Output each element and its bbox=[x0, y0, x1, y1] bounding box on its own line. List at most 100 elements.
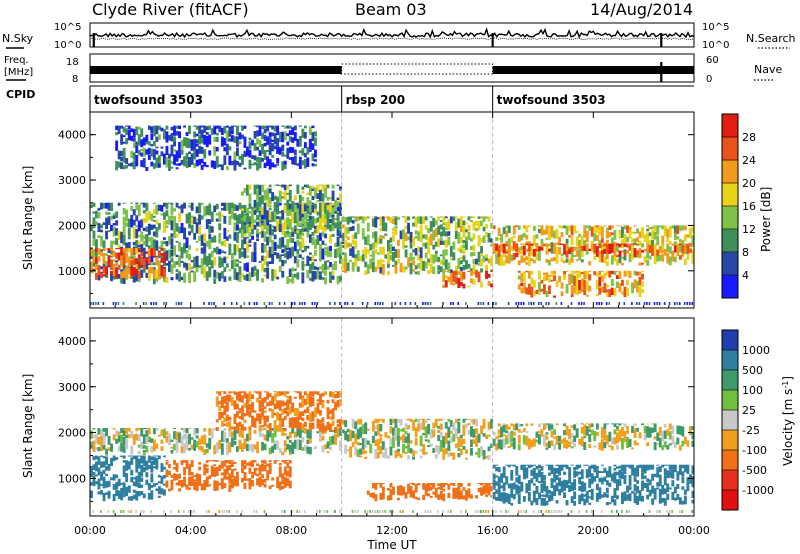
velocity-cell bbox=[545, 432, 549, 435]
power-cell bbox=[95, 210, 98, 219]
velocity-cell bbox=[681, 486, 685, 490]
power-cell bbox=[246, 255, 249, 258]
power-cell bbox=[248, 232, 252, 237]
power-cell bbox=[303, 132, 307, 139]
power-cell bbox=[472, 244, 476, 252]
velocity-cell bbox=[163, 475, 166, 479]
power-cell bbox=[155, 204, 159, 215]
power-cell bbox=[195, 222, 199, 234]
power-cell bbox=[306, 192, 310, 196]
power-cell bbox=[248, 141, 252, 149]
velocity-cell bbox=[573, 442, 577, 447]
power-cell bbox=[175, 223, 179, 232]
velocity-cell bbox=[334, 394, 337, 399]
power-cell bbox=[266, 136, 270, 145]
power-cell bbox=[525, 261, 529, 265]
power-cell bbox=[278, 302, 281, 305]
power-cell bbox=[228, 215, 232, 225]
power-cell bbox=[540, 225, 544, 236]
velocity-cell bbox=[303, 398, 307, 406]
velocity-cell bbox=[321, 402, 325, 409]
power-cell bbox=[459, 249, 463, 253]
power-cell bbox=[648, 302, 651, 305]
velocity-cell bbox=[500, 485, 504, 489]
power-cell bbox=[565, 238, 569, 247]
velocity-cell bbox=[117, 478, 121, 487]
power-cell bbox=[137, 279, 141, 282]
velocity-cell bbox=[230, 461, 234, 467]
velocity-cell bbox=[266, 392, 270, 400]
velocity-cell bbox=[137, 455, 141, 457]
power-cell bbox=[394, 265, 398, 274]
velocity-cell bbox=[263, 415, 267, 427]
power-cell bbox=[215, 147, 219, 152]
velocity-cell bbox=[475, 418, 478, 427]
velocity-cell bbox=[522, 428, 526, 432]
velocity-cell bbox=[251, 480, 254, 487]
power-cell bbox=[183, 272, 186, 283]
power-cell bbox=[198, 214, 202, 225]
power-cell bbox=[115, 252, 119, 259]
power-cell bbox=[97, 223, 101, 232]
velocity-cell bbox=[570, 439, 574, 445]
power-cell bbox=[593, 243, 597, 254]
velocity-cell bbox=[344, 420, 348, 428]
velocity-cell bbox=[117, 445, 121, 452]
power-cell bbox=[459, 260, 463, 265]
power-cell bbox=[321, 277, 325, 280]
power-cell bbox=[618, 251, 622, 264]
power-cell bbox=[263, 231, 267, 242]
power-cell bbox=[555, 228, 559, 239]
power-cell bbox=[653, 225, 657, 227]
velocity-cell bbox=[248, 461, 252, 467]
velocity-cell bbox=[689, 474, 692, 484]
power-cell bbox=[623, 286, 627, 298]
velocity-cell bbox=[336, 428, 340, 438]
velocity-colorbar-tick-label: 1000 bbox=[742, 344, 770, 357]
power-cell bbox=[346, 262, 350, 272]
power-cell bbox=[334, 242, 337, 247]
power-cell bbox=[356, 250, 360, 262]
power-cell bbox=[95, 257, 98, 264]
velocity-cell bbox=[145, 428, 149, 429]
power-cell bbox=[462, 216, 466, 218]
power-cell bbox=[291, 156, 295, 165]
power-cell bbox=[490, 269, 494, 272]
power-cell bbox=[152, 141, 156, 147]
velocity-cell bbox=[495, 496, 499, 501]
velocity-cell bbox=[575, 428, 579, 438]
velocity-cell bbox=[590, 423, 594, 425]
velocity-cell bbox=[195, 473, 199, 482]
power-cell bbox=[600, 244, 604, 252]
velocity-cell bbox=[147, 492, 151, 500]
velocity-cell bbox=[286, 460, 290, 462]
velocity-cell bbox=[633, 423, 637, 426]
velocity-cell bbox=[210, 465, 214, 477]
velocity-cell bbox=[185, 434, 189, 440]
power-cell bbox=[147, 147, 151, 155]
velocity-cell bbox=[127, 496, 131, 501]
power-cell bbox=[419, 247, 423, 259]
power-cell bbox=[641, 249, 644, 253]
velocity-cell bbox=[243, 460, 247, 465]
velocity-cell bbox=[238, 408, 242, 411]
power-cell bbox=[485, 264, 488, 273]
velocity-cell bbox=[130, 455, 134, 457]
power-cell bbox=[487, 258, 491, 264]
power-cell bbox=[444, 216, 448, 219]
velocity-cell bbox=[593, 445, 597, 448]
power-cell bbox=[122, 147, 126, 152]
velocity-cell bbox=[238, 391, 242, 402]
velocity-cell bbox=[253, 429, 257, 434]
velocity-cell bbox=[105, 448, 108, 455]
velocity-cell bbox=[525, 510, 527, 513]
velocity-cell bbox=[163, 510, 165, 513]
power-cell bbox=[444, 275, 448, 279]
velocity-cell bbox=[550, 478, 554, 489]
power-cell bbox=[263, 255, 267, 265]
power-cell bbox=[178, 141, 181, 152]
power-cell bbox=[585, 225, 589, 229]
power-cell bbox=[686, 234, 690, 238]
velocity-cell bbox=[243, 426, 247, 431]
velocity-cell bbox=[389, 489, 393, 501]
